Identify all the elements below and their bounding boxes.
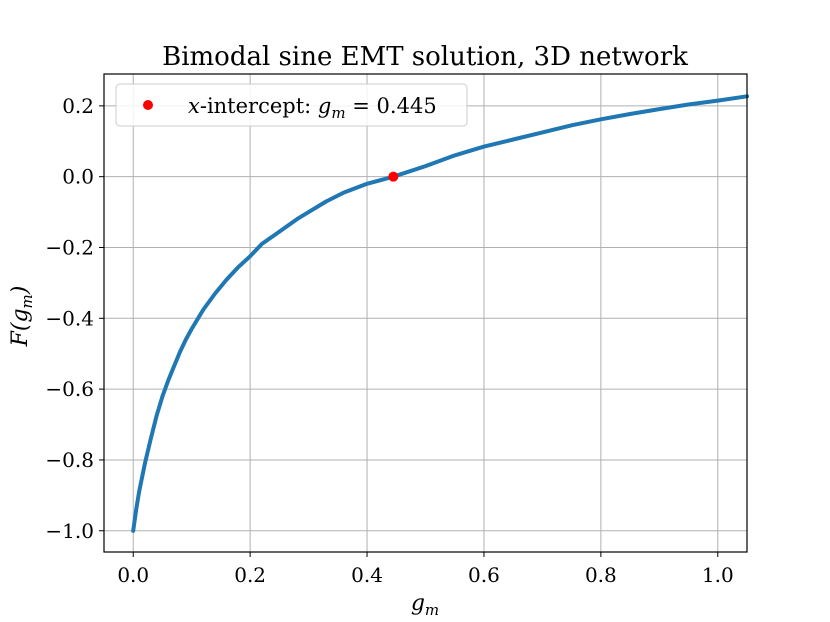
x-axis-ticks: 0.0 0.2 0.4 0.6 0.8 1.0 [117,552,734,587]
y-tick-label: −0.8 [45,448,94,472]
plot-frame [103,73,748,553]
x-tick-label: 0.0 [117,563,149,587]
y-tick-label: 0.2 [62,94,94,118]
x-tick-label: 0.4 [351,563,383,587]
legend-label-value: = 0.445 [346,94,437,118]
series-layer [131,94,749,533]
x-tick-label: 1.0 [702,563,734,587]
chart-title: Bimodal sine EMT solution, 3D network [162,42,688,72]
y-tick-label: −1.0 [45,519,94,543]
legend-label: x-intercept: gm = 0.445 [188,94,437,122]
legend-label-var: g [318,94,331,118]
legend-box [115,83,468,127]
marker-layer [388,171,399,182]
x-axis-label: gm [411,591,439,619]
y-tick-label: 0.0 [62,165,94,189]
x-tick-label: 0.8 [585,563,617,587]
y-tick-label: −0.6 [45,377,94,401]
y-axis-label: F(gm) [8,286,36,348]
x-tick-label: 0.6 [468,563,500,587]
legend: x-intercept: gm = 0.445 [115,83,468,127]
series-line-0 [131,94,749,533]
y-tick-label: −0.2 [45,235,94,259]
legend-label-prefix: -intercept: [200,94,318,118]
x-tick-label: 0.2 [234,563,266,587]
x-intercept-point [388,171,399,182]
y-axis-ticks: −1.0 −0.8 −0.6 −0.4 −0.2 0.0 0.2 [45,94,104,543]
legend-marker [143,100,153,110]
legend-label-prefix-var: x [188,94,200,118]
y-tick-label: −0.4 [45,306,94,330]
legend-label-sub: m [331,104,345,122]
